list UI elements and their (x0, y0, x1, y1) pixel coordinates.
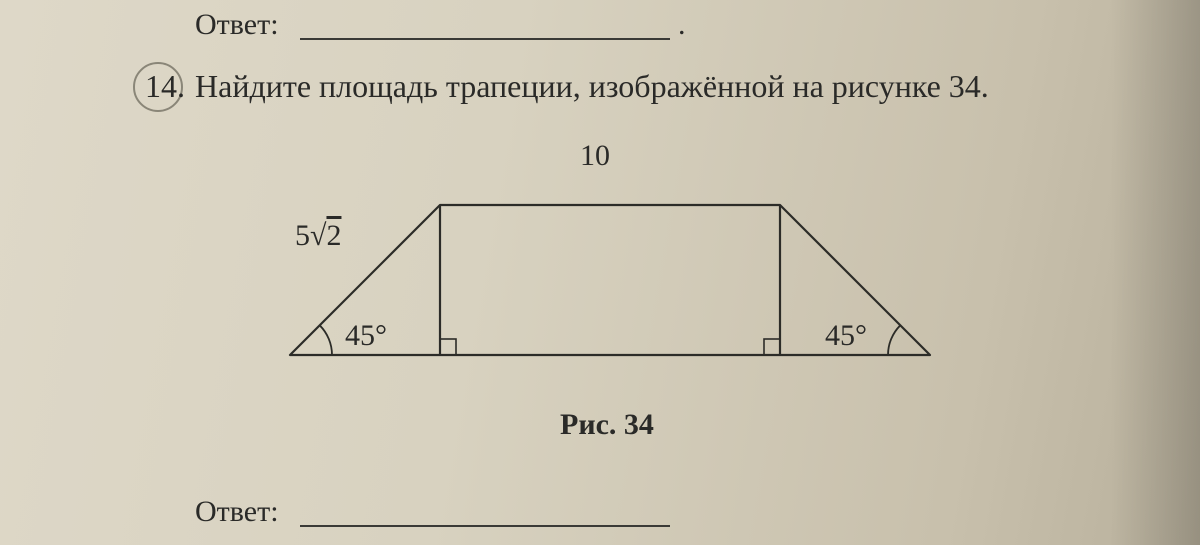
trapezoid-figure: 5√2 10 45° 45° (230, 135, 990, 415)
answer-label-bottom: Ответ: (195, 495, 279, 529)
svg-text:45°: 45° (825, 319, 867, 352)
svg-text:5√2: 5√2 (295, 219, 341, 252)
answer-period-top: . (678, 8, 686, 42)
answer-label-top: Ответ: (195, 8, 279, 42)
svg-text:45°: 45° (345, 319, 387, 352)
task-number: 14. (145, 68, 185, 105)
answer-line-top (300, 38, 670, 40)
svg-text:10: 10 (580, 139, 610, 172)
task-text: Найдите площадь трапеции, изображённой н… (195, 68, 989, 105)
page-fold-shadow (1110, 0, 1200, 545)
figure-caption: Рис. 34 (560, 408, 654, 442)
answer-line-bottom (300, 525, 670, 527)
page: Ответ: . 14. Найдите площадь трапеции, и… (0, 0, 1200, 545)
